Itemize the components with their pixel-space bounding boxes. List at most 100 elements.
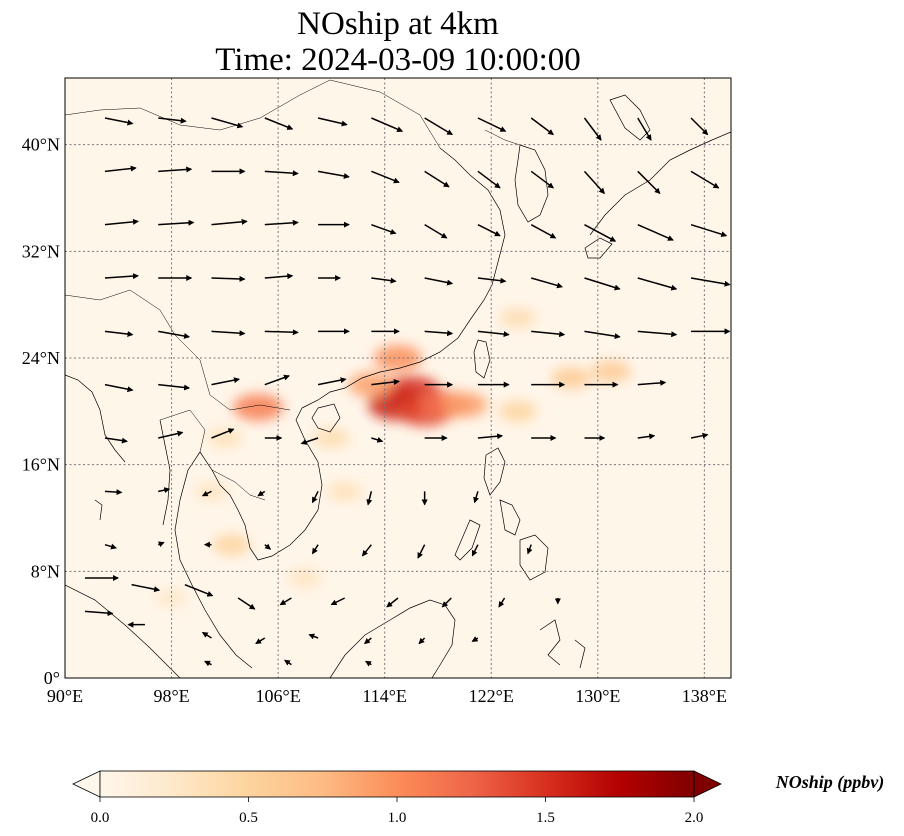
colorbar-gradient — [99, 770, 695, 798]
wind-arrow — [637, 330, 678, 338]
wind-arrow — [530, 224, 557, 239]
wind-arrow — [184, 583, 214, 597]
wind-arrow — [424, 170, 450, 188]
wind-arrow — [158, 383, 191, 391]
wind-arrow — [386, 597, 399, 608]
no-hotspot — [287, 568, 322, 588]
no-hotspot — [212, 534, 251, 556]
coastlines — [65, 79, 731, 678]
wind-arrow — [104, 218, 139, 226]
latitude-tick-label: 8°N — [31, 561, 60, 581]
wind-arrow — [158, 487, 171, 494]
wind-arrow — [690, 223, 728, 238]
wind-arrow — [361, 544, 372, 557]
wind-arrow — [264, 117, 294, 130]
wind-arrow — [211, 330, 246, 337]
wind-arrow — [317, 117, 348, 127]
colorbar-tick-label: 0.0 — [91, 810, 110, 826]
wind-arrow — [264, 543, 272, 550]
wind-arrow — [530, 170, 555, 189]
longitude-tick-label: 114°E — [362, 686, 407, 706]
wind-arrow — [201, 490, 212, 497]
wind-arrow — [473, 491, 479, 504]
wind-arrow — [264, 219, 299, 226]
no-concentration-field — [155, 308, 632, 608]
colorbar-tick-label: 1.0 — [388, 810, 407, 826]
wind-arrow — [530, 117, 555, 136]
wind-arrow — [417, 544, 426, 559]
wind-arrow — [584, 330, 621, 340]
no-hotspot — [155, 588, 189, 608]
wind-arrow — [264, 170, 299, 177]
longitude-tick-labels: 90°E 98°E 106°E 114°E 122°E 130°E 138°E — [47, 686, 727, 706]
wind-arrow — [477, 223, 501, 237]
wind-arrow — [690, 117, 709, 136]
no-hotspot — [441, 392, 488, 418]
wind-arrow — [471, 544, 479, 557]
wind-arrow — [365, 660, 372, 667]
wind-arrow — [104, 489, 123, 496]
wind-arrow — [371, 223, 397, 235]
no-hotspot — [233, 393, 284, 421]
wind-arrow — [330, 597, 346, 606]
colorbar-label: NOship (ppbv) — [775, 772, 885, 793]
latitude-tick-label: 24°N — [22, 348, 60, 368]
wind-arrow — [158, 430, 184, 439]
no-hotspot — [551, 367, 592, 389]
wind-arrow — [424, 224, 448, 239]
wind-arrow — [104, 273, 139, 280]
wind-arrow — [424, 330, 454, 337]
wind-arrow — [477, 170, 501, 189]
wind-arrow — [441, 597, 452, 608]
wind-arrow — [204, 660, 212, 667]
wind-arrow — [279, 597, 292, 606]
wind-arrow — [498, 597, 506, 608]
no-hotspot — [327, 481, 363, 502]
colorbar: 0.0 0.5 1.0 1.5 2.0 NOship (ppbv) — [72, 770, 885, 826]
wind-arrow — [158, 330, 191, 339]
wind-arrow — [158, 219, 195, 226]
wind-arrow — [418, 637, 426, 645]
wind-arrow — [317, 170, 350, 179]
wind-arrow — [84, 610, 114, 617]
colorbar-tick-label: 0.5 — [239, 810, 258, 826]
longitude-tick-label: 122°E — [469, 686, 514, 706]
wind-arrow — [366, 491, 373, 506]
wind-arrow — [255, 637, 266, 645]
wind-arrow — [371, 378, 400, 386]
wind-arrow — [690, 277, 731, 287]
wind-arrow — [317, 377, 347, 386]
wind-arrow — [211, 428, 235, 439]
wind-arrow — [477, 330, 510, 338]
wind-arrow — [211, 275, 246, 282]
longitude-tick-label: 130°E — [575, 686, 620, 706]
no-hotspot — [591, 360, 632, 383]
wind-arrow — [211, 117, 244, 129]
latitude-tick-labels: 0° 8°N 16°N 24°N 32°N 40°N — [22, 135, 60, 688]
wind-arrow — [104, 437, 128, 444]
wind-arrow — [371, 117, 404, 132]
no-hotspot — [499, 308, 536, 328]
wind-arrow — [300, 437, 319, 445]
wind-arrow — [311, 544, 319, 555]
wind-arrow — [637, 277, 678, 291]
wind-arrow — [583, 117, 602, 141]
wind-arrow — [584, 224, 617, 242]
wind-arrow — [211, 377, 241, 386]
graticule — [65, 78, 731, 678]
colorbar-tick-label: 1.5 — [536, 810, 555, 826]
latitude-tick-label: 40°N — [22, 135, 60, 155]
longitude-tick-label: 138°E — [682, 686, 727, 706]
wind-arrow — [201, 631, 212, 639]
wind-arrow — [477, 433, 504, 440]
wind-arrow — [371, 170, 400, 184]
wind-arrow — [637, 433, 656, 440]
wind-arrow — [157, 541, 165, 548]
wind-arrow — [284, 659, 292, 666]
longitude-tick-label: 90°E — [47, 686, 83, 706]
latitude-tick-label: 32°N — [22, 241, 60, 261]
wind-arrow — [104, 165, 137, 173]
wind-arrow — [584, 277, 621, 291]
wind-arrow — [104, 543, 117, 550]
latitude-tick-label: 0° — [44, 668, 60, 688]
